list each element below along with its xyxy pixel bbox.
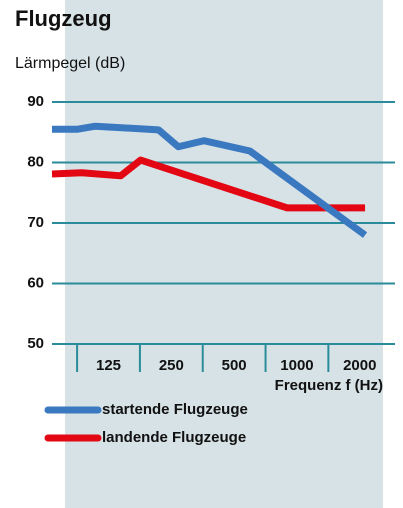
legend-label: landende Flugzeuge: [102, 429, 246, 446]
x-tick-label: 125: [96, 357, 121, 374]
panel: [65, 0, 383, 508]
x-tick-label: 500: [222, 357, 247, 374]
x-tick-label: 250: [159, 357, 184, 374]
y-tick-label: 70: [27, 214, 44, 231]
x-tick-label: 1000: [280, 357, 313, 374]
y-tick-label: 50: [27, 335, 44, 352]
x-axis-label: Frequenz f (Hz): [275, 377, 383, 394]
x-tick-label: 2000: [343, 357, 376, 374]
y-axis-label: Lärmpegel (dB): [15, 55, 125, 72]
y-tick-label: 80: [27, 153, 44, 170]
chart-title: Flugzeug: [15, 6, 112, 31]
y-tick-label: 60: [27, 274, 44, 291]
series-line: [51, 156, 366, 212]
legend-label: startende Flugzeuge: [102, 401, 248, 418]
y-tick-label: 90: [27, 93, 44, 110]
series-line: [52, 122, 368, 238]
